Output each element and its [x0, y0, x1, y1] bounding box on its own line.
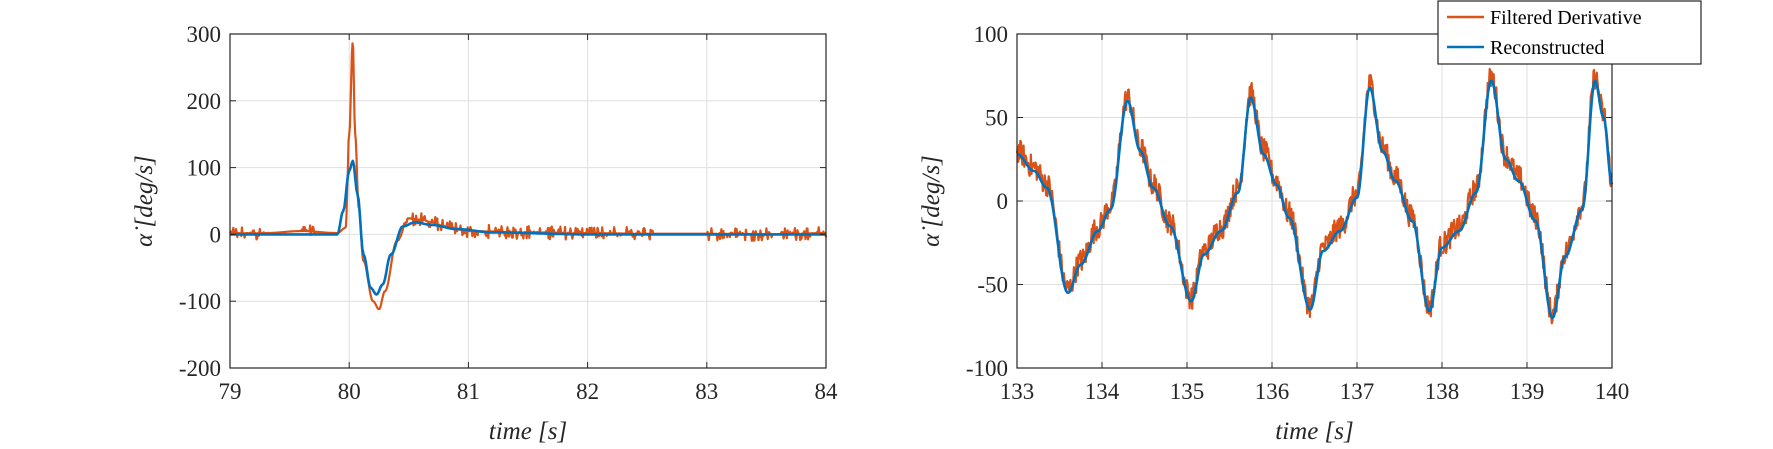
x-tick-label: 79 — [219, 379, 242, 404]
legend-label-filtered-derivative: Filtered Derivative — [1490, 7, 1642, 29]
x-tick-label: 135 — [1170, 379, 1205, 404]
left-chart-x-axis-label: time [s] — [489, 418, 567, 445]
y-tick-label: 200 — [187, 89, 222, 114]
left-chart-y-axis-label: α̇ [deg/s] — [131, 155, 158, 247]
x-tick-label: 139 — [1510, 379, 1545, 404]
reconstructed-line — [229, 159, 827, 296]
right-chart-series — [1015, 67, 1614, 325]
reconstructed-line — [1016, 79, 1614, 320]
legend-box — [1437, 0, 1702, 65]
right-chart: 133 134 135 136 137 138 139 140 -100 -50 0 50 100 ti… — [918, 22, 1629, 445]
left-chart-ticks: 79 80 81 82 83 84 -200 -100 0 100 200 300 — [179, 22, 838, 404]
y-tick-label: 0 — [997, 189, 1009, 214]
x-tick-label: 140 — [1595, 379, 1630, 404]
legend-label-reconstructed: Reconstructed — [1490, 37, 1604, 59]
y-tick-label: 100 — [974, 22, 1009, 47]
left-chart-series — [228, 42, 828, 311]
right-chart-ticks: 133 134 135 136 137 138 139 140 -100 -50 0 50 100 — [966, 22, 1629, 404]
filtered-derivative-line — [1015, 67, 1613, 325]
x-tick-label: 138 — [1425, 379, 1460, 404]
filtered-derivative-line — [228, 42, 828, 311]
y-tick-label: -100 — [966, 356, 1008, 381]
right-chart-grid — [1017, 34, 1612, 368]
y-tick-label: 100 — [187, 156, 222, 181]
x-tick-label: 133 — [1000, 379, 1035, 404]
right-chart-x-axis-label: time [s] — [1275, 418, 1353, 445]
x-tick-label: 81 — [457, 379, 480, 404]
y-tick-label: -50 — [977, 273, 1008, 298]
y-tick-label: 50 — [985, 106, 1008, 131]
left-chart-frame — [229, 33, 827, 369]
x-tick-label: 136 — [1255, 379, 1290, 404]
y-tick-label: 0 — [210, 222, 222, 247]
left-chart-grid — [230, 34, 826, 368]
y-tick-label: -100 — [179, 289, 221, 314]
y-tick-label: -200 — [179, 356, 221, 381]
right-chart-y-axis-label: α̇ [deg/s] — [918, 155, 945, 247]
x-tick-label: 80 — [338, 379, 361, 404]
x-tick-label: 134 — [1085, 379, 1120, 404]
y-tick-label: 300 — [187, 22, 222, 47]
x-tick-label: 83 — [695, 379, 718, 404]
legend: Filtered Derivative Reconstructed — [1437, 0, 1702, 65]
x-tick-label: 84 — [815, 379, 839, 404]
x-tick-label: 82 — [576, 379, 599, 404]
x-tick-label: 137 — [1340, 379, 1375, 404]
